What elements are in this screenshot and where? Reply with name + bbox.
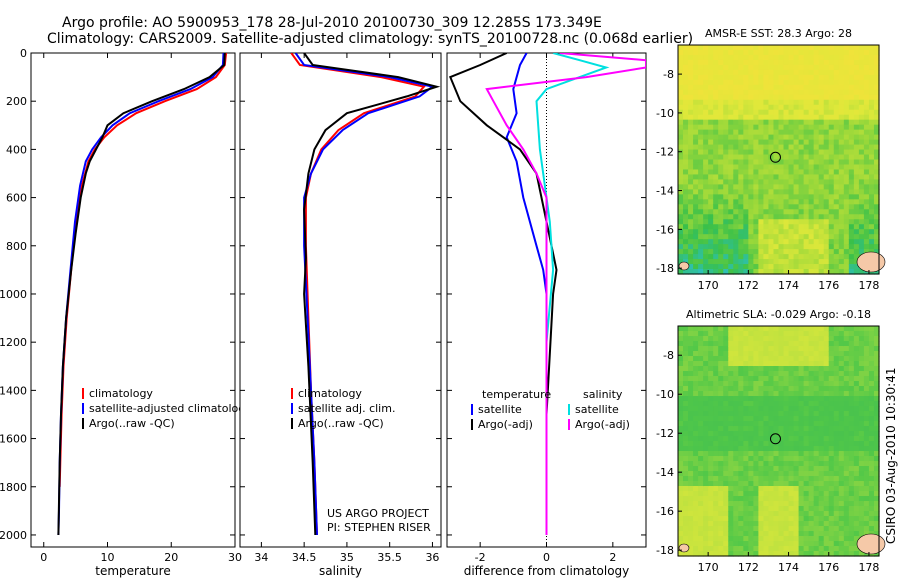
sst-map-panel: AMSR-E SST: 28.3 Argo: 28 170 172 174 176 178…	[656, 27, 886, 292]
sst-map-land	[856, 251, 886, 273]
sst-map-xtick-label: 170	[698, 279, 719, 292]
temperature-legend-label: climatology	[89, 387, 153, 400]
sst-map-xtick-label: 178	[858, 279, 879, 292]
sst-map-land-small	[678, 261, 690, 271]
sla-map-argo-marker	[769, 433, 781, 445]
credit-text: CSIRO 03-Aug-2010 10:30:41	[884, 368, 898, 544]
sst-map-heatmap	[678, 45, 880, 275]
project-line-2: PI: STEPHEN RISER	[327, 521, 431, 534]
depth-tick-label: 1400	[0, 384, 27, 397]
sla-map-heatmap	[678, 326, 880, 557]
difference-xtick-label: -2	[475, 551, 486, 564]
temperature-legend-label: Argo(..raw -QC)	[89, 417, 175, 430]
salinity-series-1	[294, 53, 435, 536]
legend-temperature-heading: temperature	[482, 388, 551, 401]
difference-legend-label: Argo(-adj)	[478, 418, 533, 431]
sla-map-xtick-label: 170	[698, 561, 719, 574]
salinity-legend-label: climatology	[298, 387, 362, 400]
temperature-series-2	[57, 53, 226, 536]
sst-map-argo-marker	[769, 151, 781, 163]
salinity-series-2	[303, 53, 441, 536]
temperature-panel: 0 10 20 30 0 200 400 600 800 1000 1200 1400 1600 1800…	[0, 47, 252, 578]
salinity-xlabel: salinity	[319, 564, 362, 578]
sst-map-xtick-label: 176	[818, 279, 839, 292]
difference-legend-label: Argo(-adj)	[575, 418, 630, 431]
salinity-xtick-label: 34	[254, 551, 268, 564]
sla-map-ytick-label: -16	[656, 505, 674, 518]
sla-map-ytick-label: -18	[656, 544, 674, 557]
sst-map-ytick-label: -8	[663, 68, 674, 81]
project-line-1: US ARGO PROJECT	[327, 507, 429, 520]
depth-tick-label: 1800	[0, 481, 27, 494]
salinity-legend-label: satellite adj. clim.	[298, 402, 395, 415]
salinity-xtick-label: 36	[425, 551, 439, 564]
sla-map-xtick-label: 172	[738, 561, 759, 574]
depth-tick-label: 2000	[0, 529, 27, 542]
depth-tick-label: 800	[6, 240, 27, 253]
salinity-xtick-label: 34.5	[292, 551, 317, 564]
difference-xtick-label: 2	[609, 551, 616, 564]
sla-map-land	[856, 533, 886, 555]
salinity-legend-label: Argo(..raw -QC)	[298, 417, 384, 430]
sla-map-ytick-label: -12	[656, 427, 674, 440]
sst-map-ytick-label: -18	[656, 262, 674, 275]
depth-tick-label: 400	[6, 143, 27, 156]
sla-map-xtick-label: 178	[858, 561, 879, 574]
salinity-xtick-label: 35	[340, 551, 354, 564]
sst-map-xtick-label: 172	[738, 279, 759, 292]
difference-xlabel: difference from climatology	[464, 564, 630, 578]
depth-tick-label: 1600	[0, 433, 27, 446]
sla-map-ytick-label: -8	[663, 349, 674, 362]
sla-map-ytick-label: -14	[656, 466, 674, 479]
header-line-1: Argo profile: AO 5900953_178 28-Jul-2010…	[62, 15, 602, 31]
salinity-axes-box	[239, 52, 442, 548]
sla-map-xtick-label: 176	[818, 561, 839, 574]
depth-tick-label: 600	[6, 192, 27, 205]
temperature-xtick-label: 20	[164, 551, 178, 564]
sst-map-ytick-label: -12	[656, 146, 674, 159]
sla-map-ytick-label: -10	[656, 388, 674, 401]
sst-map-ytick-label: -16	[656, 223, 674, 236]
sst-map-ytick-label: -14	[656, 185, 674, 198]
temperature-legend-label: satellite-adjusted climatology	[89, 402, 252, 415]
sla-map-panel: Altimetric SLA: -0.029 Argo: -0.18 170 172…	[656, 308, 886, 574]
temperature-xtick-label: 30	[228, 551, 242, 564]
depth-tick-label: 0	[20, 47, 27, 60]
sla-map-xtick-label: 174	[778, 561, 799, 574]
salinity-xtick-label: 35.5	[377, 551, 402, 564]
depth-tick-label: 1200	[0, 336, 27, 349]
difference-series-2	[535, 53, 610, 535]
sla-map-land-small	[678, 543, 690, 553]
temperature-xtick-label: 10	[101, 551, 115, 564]
temperature-xtick-label: 0	[40, 551, 47, 564]
legend-salinity-heading: salinity	[583, 388, 623, 401]
sst-map-axes-box	[677, 44, 880, 275]
salinity-panel: 34 34.5 35 35.5 36 salinity climatology satelli…	[239, 52, 442, 578]
temperature-xlabel: temperature	[95, 564, 170, 578]
difference-series-1	[448, 53, 558, 535]
difference-xtick-label: 0	[543, 551, 550, 564]
sst-map-title: AMSR-E SST: 28.3 Argo: 28	[705, 27, 852, 40]
sla-map-title: Altimetric SLA: -0.029 Argo: -0.18	[686, 308, 871, 321]
difference-legend-label: satellite	[478, 403, 522, 416]
difference-legend-label: satellite	[575, 403, 619, 416]
depth-tick-label: 200	[6, 95, 27, 108]
sla-map-axes-box	[677, 325, 880, 557]
sst-map-ytick-label: -10	[656, 107, 674, 120]
difference-series-3	[485, 53, 646, 535]
temperature-axes-box	[30, 52, 236, 548]
header-line-2: Climatology: CARS2009. Satellite-adjuste…	[47, 31, 693, 47]
depth-tick-label: 1000	[0, 288, 27, 301]
sst-map-xtick-label: 174	[778, 279, 799, 292]
